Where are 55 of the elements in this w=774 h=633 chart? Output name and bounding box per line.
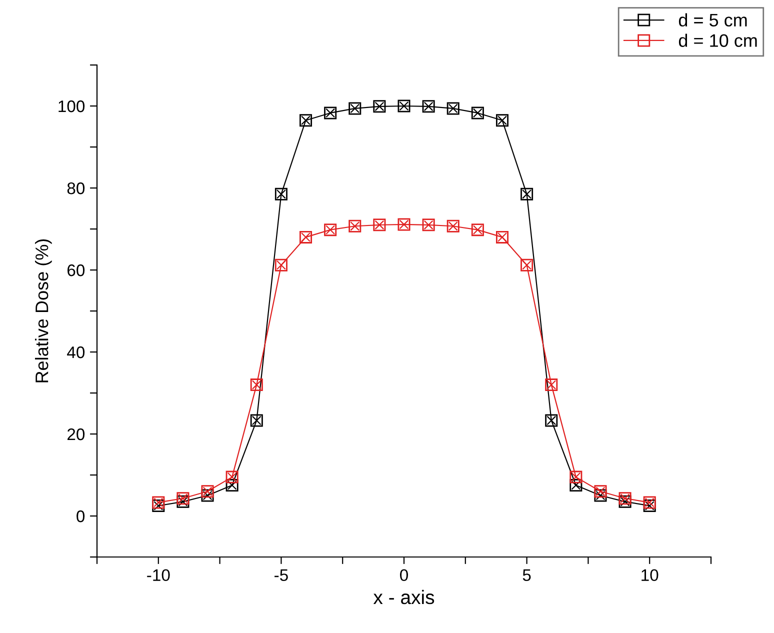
- point: [594, 489, 607, 502]
- y-tick-label: 0: [76, 510, 85, 522]
- point: [373, 100, 386, 113]
- point: [324, 106, 337, 120]
- point: [422, 100, 435, 113]
- point: [594, 485, 607, 498]
- legend-label: d = 5 cm: [678, 13, 747, 27]
- point: [250, 414, 263, 427]
- point: [274, 258, 288, 272]
- point: [545, 378, 558, 392]
- point: [446, 220, 460, 232]
- point: [176, 492, 190, 505]
- point: [226, 479, 238, 492]
- point: [348, 102, 362, 115]
- point: [545, 414, 558, 427]
- point: [152, 496, 165, 509]
- x-tick-label: 10: [642, 569, 658, 582]
- y-tick-label: 100: [58, 100, 85, 112]
- y-tick-label: 40: [67, 346, 85, 358]
- y-tick-label: 60: [68, 264, 85, 276]
- x-axis-title: x - axis: [373, 590, 434, 604]
- point: [618, 492, 632, 505]
- point: [496, 230, 508, 244]
- point: [471, 224, 484, 236]
- point: [446, 102, 460, 115]
- legend-label: d = 10 cm: [678, 34, 757, 47]
- x-tick-label: -5: [274, 569, 288, 582]
- point: [618, 495, 632, 508]
- point: [398, 218, 410, 231]
- point: [520, 188, 534, 200]
- point: [373, 218, 386, 232]
- point: [570, 470, 582, 484]
- point: [643, 496, 656, 509]
- x-tick-label: -10: [147, 569, 170, 582]
- point: [422, 218, 435, 232]
- point: [324, 224, 337, 236]
- point: [570, 479, 582, 492]
- point: [398, 100, 410, 112]
- x-tick-label: 5: [522, 569, 531, 582]
- y-tick-label: 80: [67, 182, 85, 194]
- point: [176, 495, 190, 508]
- point: [274, 188, 288, 200]
- point: [250, 378, 263, 392]
- x-tick-label: 0: [400, 569, 408, 582]
- point: [201, 489, 214, 502]
- point: [496, 114, 508, 127]
- y-axis-title: Relative Dose (%): [35, 239, 52, 382]
- point: [226, 470, 238, 484]
- point: [300, 230, 312, 244]
- point: [300, 114, 312, 127]
- point: [520, 258, 534, 272]
- point: [471, 106, 484, 120]
- point: [348, 220, 362, 232]
- point: [201, 485, 214, 498]
- y-tick-label: 20: [67, 428, 85, 440]
